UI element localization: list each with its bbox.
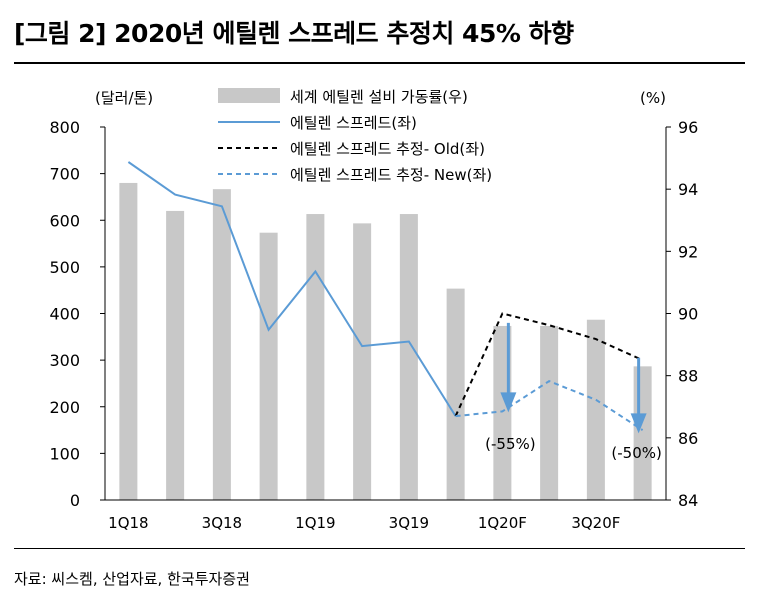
annotation-label: (-55%) [485,435,535,453]
bar-4Q20F [633,366,652,500]
title-rule [14,62,745,64]
figure-title: [그림 2] 2020년 에틸렌 스프레드 추정치 45% 하향 [14,19,574,48]
bar-3Q20F [586,319,605,500]
line-series [127,161,644,431]
arrow-head [630,413,647,434]
y-left-ticks: 0 100 200 300 400 500 600 700 800 [49,118,105,510]
old-estimate-line [454,312,644,417]
annotations: (-55%) (-50%) [485,435,662,462]
legend-swatch-bar [218,88,280,103]
bar-3Q18 [212,189,231,500]
annotation-label: (-50%) [611,444,661,462]
y-right-tick-label: 84 [678,491,698,510]
x-tick-label: 1Q20F [478,514,527,532]
legend: 세계 에틸렌 설비 가동률(우) 에틸렌 스프레드(좌) 에틸렌 스프레드 추정- … [218,88,492,184]
new-estimate-line [455,379,644,431]
y-left-tick-label: 700 [49,165,80,184]
figure-source: 자료: 씨스켐, 산업자료, 한국투자증권 [14,570,250,588]
x-tick-label: 3Q18 [202,514,242,532]
bar-2Q20F [540,325,559,500]
x-tick-label: 3Q20F [571,514,620,532]
y-left-tick-label: 0 [70,491,80,510]
source-rule [14,548,745,549]
x-tick-labels: 1Q18 3Q18 1Q19 3Q19 1Q20F 3Q20F [108,514,620,532]
y-right-tick-label: 90 [678,305,698,324]
y-left-tick-label: 200 [49,398,80,417]
y-right-tick-label: 88 [678,367,698,386]
y-left-tick-label: 100 [49,444,80,463]
bar-2Q19 [353,223,372,500]
y-right-tick-label: 94 [678,180,698,199]
bar-2Q18 [166,210,185,501]
y-right-ticks: 84 86 88 90 92 94 96 [666,118,698,510]
bar-series [119,182,652,501]
y-right-unit-label: (%) [640,89,666,107]
bar-1Q18 [119,182,138,500]
bar-1Q19 [306,214,325,501]
legend-label: 에틸렌 스프레드 추정- Old(좌) [290,140,485,158]
y-left-unit-label: (달러/톤) [95,89,153,107]
y-right-tick-label: 96 [678,118,698,137]
y-left-tick-label: 500 [49,258,80,277]
legend-label: 세계 에틸렌 설비 가동률(우) [290,88,468,106]
y-right-tick-label: 92 [678,242,698,261]
y-left-tick-label: 300 [49,351,80,370]
arrow-head [500,392,517,413]
arrows [500,322,647,434]
y-left-tick-label: 400 [49,305,80,324]
legend-label: 에틸렌 스프레드(좌) [290,114,417,132]
x-tick-label: 1Q19 [295,514,335,532]
y-left-tick-label: 600 [49,211,80,230]
bar-4Q19 [446,288,465,500]
x-tick-label: 1Q18 [108,514,148,532]
x-tick-label: 3Q19 [389,514,429,532]
y-left-tick-label: 800 [49,118,80,137]
bar-4Q18 [259,232,278,500]
spread-line [127,161,457,417]
bar-3Q19 [399,214,418,501]
legend-label: 에틸렌 스프레드 추정- New(좌) [290,166,492,184]
y-right-tick-label: 86 [678,429,698,448]
